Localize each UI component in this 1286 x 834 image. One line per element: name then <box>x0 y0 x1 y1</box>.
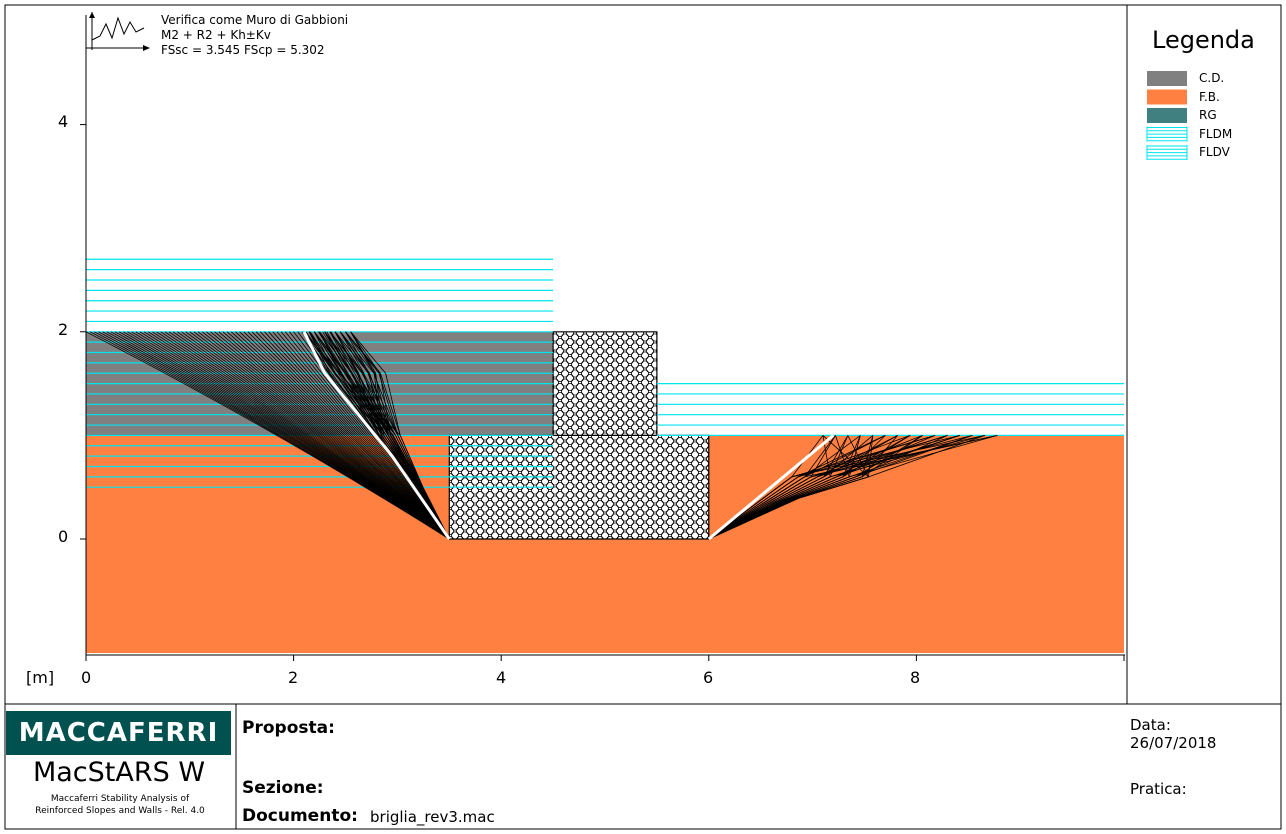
slip-surface <box>339 331 450 540</box>
product-subtitle: Maccaferri Stability Analysis of Reinfor… <box>0 793 240 817</box>
slip-surface <box>345 331 450 540</box>
outer-frame <box>4 4 1282 830</box>
sezione-label: Sezione: <box>242 778 324 798</box>
x-tick-8: 8 <box>910 668 921 687</box>
x-tick-0: 0 <box>81 668 92 687</box>
critical-surfaces <box>302 331 835 541</box>
slip-surface <box>708 435 898 540</box>
slip-surface <box>708 435 986 540</box>
proposta-label: Proposta: <box>242 718 335 738</box>
y-tick-0: 0 <box>58 527 69 546</box>
slip-surface <box>708 435 849 540</box>
safety-factors: FSsc = 3.545 FScp = 5.302 <box>161 43 325 57</box>
legend-swatch-fldv <box>1146 145 1188 160</box>
x-tick-4: 4 <box>496 668 507 687</box>
data-value: 26/07/2018 <box>1130 734 1217 752</box>
x-tick-2: 2 <box>288 668 299 687</box>
slip-surface <box>708 435 973 540</box>
analysis-combination: M2 + R2 + Kh±Kv <box>161 28 271 42</box>
analysis-title: Verifica come Muro di Gabbioni <box>161 13 349 27</box>
product-subtitle-line-2: Reinforced Slopes and Walls - Rel. 4.0 <box>35 806 205 816</box>
unit-label: [m] <box>26 668 55 687</box>
maccaferri-logo: MACCAFERRI <box>6 711 231 755</box>
documento-label: Documento: <box>242 806 358 826</box>
slip-surface <box>708 435 998 540</box>
slip-surface <box>708 435 961 540</box>
documento-value: briglia_rev3.mac <box>370 808 495 826</box>
seismic-icon <box>86 12 150 51</box>
legend-item-fldv: FLDV <box>1199 145 1230 159</box>
y-tick-2: 2 <box>58 320 69 339</box>
slip-surface <box>708 435 886 540</box>
x-tick-6: 6 <box>703 668 714 687</box>
slip-surface <box>708 435 948 540</box>
axis-ticks <box>80 124 1125 661</box>
legend-item-cd: C.D. <box>1199 71 1225 85</box>
legend-item-fb: F.B. <box>1199 90 1220 104</box>
slip-surface <box>350 331 450 540</box>
slip-surface <box>708 435 923 540</box>
legend-item-rg: RG <box>1199 108 1217 122</box>
slip-surface <box>708 435 911 540</box>
legend-swatches <box>1146 71 1188 160</box>
product-name: MacStARS W <box>32 757 206 788</box>
legend-title: Legenda <box>1152 26 1255 54</box>
slip-surface <box>708 435 861 540</box>
critical-surface-downstream <box>707 434 835 541</box>
pratica-label: Pratica: <box>1130 780 1187 798</box>
axes <box>85 15 1125 656</box>
legend-swatch-rg <box>1147 108 1187 123</box>
slip-surface <box>708 435 874 540</box>
slip-surface <box>289 331 450 540</box>
legend-swatch-fldm <box>1146 126 1188 142</box>
soil-regions <box>86 331 1124 653</box>
water-levels <box>86 258 1124 488</box>
y-tick-4: 4 <box>58 112 69 131</box>
product-subtitle-line-1: Maccaferri Stability Analysis of <box>50 794 190 804</box>
legend-item-fldm: FLDM <box>1199 127 1233 141</box>
legend-swatch-cd <box>1147 71 1187 86</box>
data-label: Data: <box>1130 716 1171 734</box>
region-fb <box>86 435 1124 653</box>
region-gabion-top <box>552 331 658 436</box>
slip-surfaces <box>85 331 998 540</box>
legend-swatch-fb <box>1147 89 1187 105</box>
critical-surface-upstream <box>302 331 451 540</box>
